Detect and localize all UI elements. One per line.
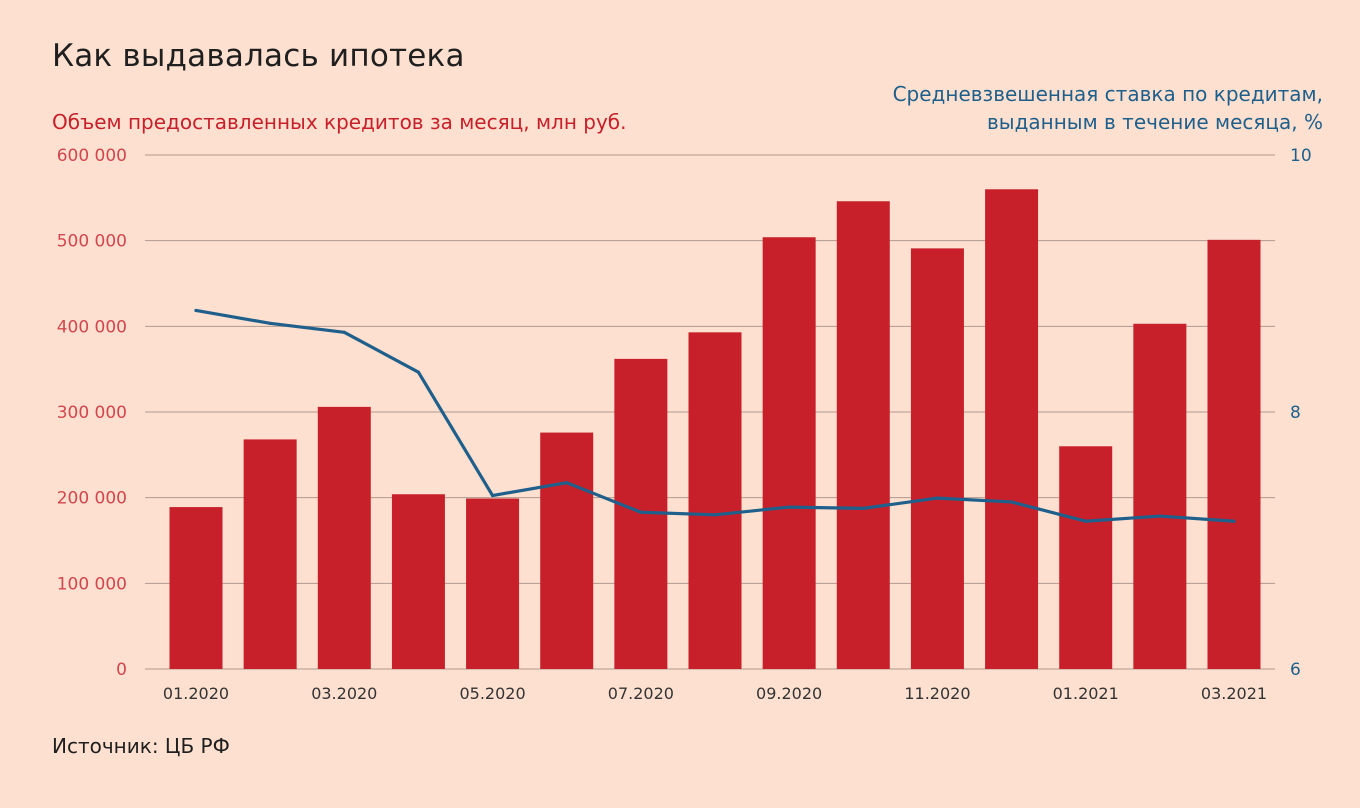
bar bbox=[169, 507, 223, 669]
rate-point bbox=[268, 321, 272, 325]
bar bbox=[540, 432, 594, 669]
left-tick-label: 500 000 bbox=[57, 232, 127, 252]
x-tick-label: 09.2020 bbox=[756, 684, 822, 703]
rate-point bbox=[787, 505, 791, 509]
x-tick-label: 01.2021 bbox=[1053, 684, 1119, 703]
bar-series bbox=[169, 189, 1261, 670]
rate-point bbox=[194, 308, 198, 313]
bar bbox=[466, 498, 520, 669]
left-tick-label: 600 000 bbox=[57, 146, 127, 166]
rate-point bbox=[1158, 514, 1162, 518]
x-tick-label: 01.2020 bbox=[163, 684, 229, 703]
bar bbox=[985, 189, 1039, 669]
left-tick-label: 0 bbox=[116, 660, 127, 680]
bar bbox=[1059, 446, 1113, 669]
bar bbox=[1133, 323, 1187, 669]
rate-point bbox=[416, 370, 421, 374]
rate-point bbox=[1009, 500, 1014, 504]
right-axis-ticks: 6 8 10 bbox=[1290, 146, 1312, 680]
rate-line-series bbox=[194, 308, 1236, 523]
rate-point bbox=[565, 481, 569, 485]
x-tick-label: 07.2020 bbox=[608, 684, 674, 703]
left-tick-label: 300 000 bbox=[57, 403, 127, 423]
right-axis-label-line-1: Средневзвешенная ставка по кредитам, bbox=[892, 82, 1323, 106]
rate-point bbox=[490, 493, 495, 498]
bar bbox=[762, 237, 816, 670]
bar bbox=[836, 201, 890, 669]
rate-point bbox=[342, 330, 346, 334]
left-tick-label: 100 000 bbox=[57, 574, 127, 594]
source-note: Источник: ЦБ РФ bbox=[52, 734, 230, 758]
right-tick-label: 8 bbox=[1290, 403, 1301, 423]
chart-title: Как выдавалась ипотека bbox=[52, 38, 465, 74]
bar bbox=[243, 439, 297, 669]
x-tick-label: 03.2021 bbox=[1201, 684, 1267, 703]
right-axis-label-line-2: выданным в течение месяца, % bbox=[986, 110, 1323, 134]
rate-point bbox=[639, 510, 643, 514]
left-tick-label: 200 000 bbox=[57, 489, 127, 509]
left-tick-label: 400 000 bbox=[57, 317, 127, 337]
rate-point bbox=[861, 506, 865, 510]
bar bbox=[688, 332, 742, 669]
right-tick-label: 6 bbox=[1290, 660, 1301, 680]
x-tick-label: 11.2020 bbox=[904, 684, 970, 703]
bar bbox=[391, 494, 445, 669]
right-tick-label: 10 bbox=[1290, 146, 1312, 166]
left-axis-label: Объем предоставленных кредитов за месяц,… bbox=[52, 110, 627, 134]
rate-point bbox=[1084, 519, 1088, 523]
bar bbox=[910, 248, 964, 670]
x-axis-ticks: 01.2020 03.2020 05.2020 07.2020 09.2020 11.20… bbox=[163, 684, 1267, 703]
x-tick-label: 05.2020 bbox=[459, 684, 525, 703]
x-tick-label: 03.2020 bbox=[311, 684, 377, 703]
bar bbox=[317, 406, 371, 669]
rate-point bbox=[935, 496, 940, 500]
rate-point bbox=[1232, 519, 1236, 523]
bar bbox=[1207, 239, 1261, 669]
left-axis-ticks: 0 100 000 200 000 300 000 400 000 500 000 600 … bbox=[57, 146, 127, 680]
right-axis-label: Средневзвешенная ставка по кредитам, выд… bbox=[723, 80, 1323, 136]
rate-point bbox=[713, 513, 717, 517]
